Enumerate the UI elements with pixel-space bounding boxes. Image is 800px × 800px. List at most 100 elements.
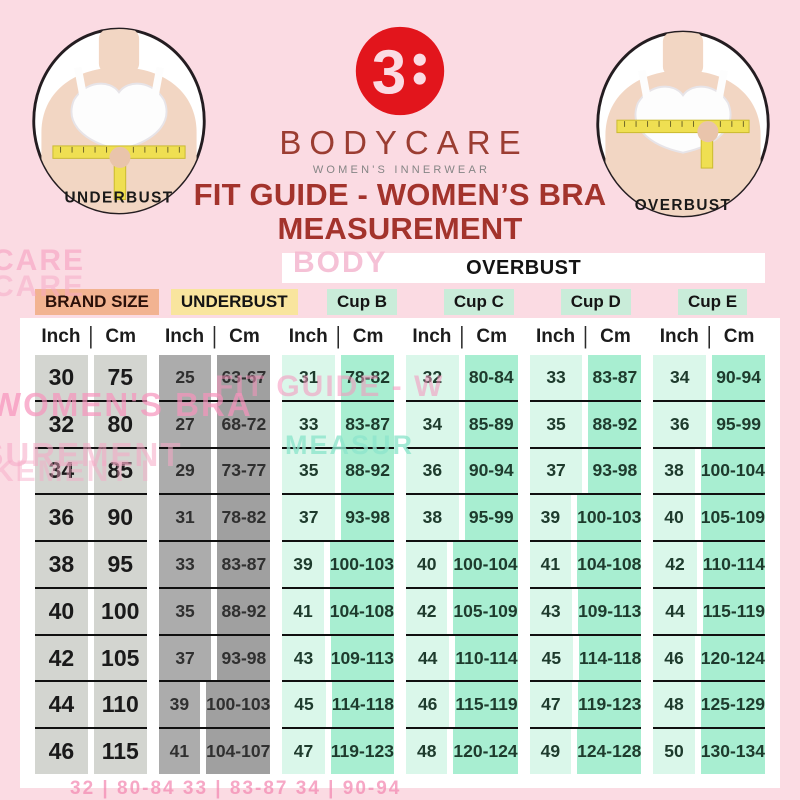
underbust-circle-label: UNDERBUST bbox=[64, 189, 173, 206]
unit-inch-label: Inch bbox=[659, 325, 699, 347]
brand-cm-value: 80 bbox=[93, 401, 147, 447]
table-row-cup_e-5: 42 110-114 bbox=[653, 542, 765, 589]
cup_c-inch-value: 32 bbox=[405, 355, 459, 400]
group-column-cup_e: 34 90-94 36 95-99 38 100-104 40 105-109 42 110-11… bbox=[653, 355, 765, 775]
brand-cm-value: 85 bbox=[93, 448, 147, 494]
cup_e-cm-value: 105-109 bbox=[700, 495, 765, 541]
cup_b-inch-value: 33 bbox=[282, 401, 336, 447]
chip-cell-cup_c: Cup C bbox=[426, 288, 531, 316]
table-row-brand-5: 38 95 bbox=[35, 542, 147, 589]
column-header-brand: BRAND SIZE bbox=[35, 289, 159, 315]
table-row-cup_e-7: 46 120-124 bbox=[653, 635, 765, 683]
cup_d-cm-value: 83-87 bbox=[588, 355, 642, 400]
cup_b-inch-value: 43 bbox=[282, 635, 325, 681]
unit-header-cup_b: Inch | Cm bbox=[282, 323, 394, 349]
unit-header-cup_c: Inch | Cm bbox=[406, 323, 518, 349]
underbust-inch-value: 39 bbox=[158, 682, 201, 728]
overbust-photo-circle: OVERBUST bbox=[592, 23, 774, 230]
cup_b-cm-value: 109-113 bbox=[330, 635, 394, 681]
cup_e-cm-value: 110-114 bbox=[702, 542, 765, 587]
brand-inch-value: 44 bbox=[35, 682, 88, 728]
table-row-cup_d-2: 35 88-92 bbox=[529, 401, 642, 449]
table-row-brand-4: 36 90 bbox=[35, 495, 147, 543]
table-row-cup_b-1: 31 78-82 bbox=[282, 355, 394, 402]
bodycare-logo-icon: 3 bbox=[355, 26, 445, 116]
cup_d-cm-value: 100-103 bbox=[577, 495, 642, 541]
cup_d-cm-value: 119-123 bbox=[578, 682, 642, 728]
table-row-cup_c-8: 46 115-119 bbox=[405, 682, 518, 730]
chip-cell-cup_b: Cup B bbox=[310, 288, 415, 316]
table-row-cup_c-3: 36 90-94 bbox=[405, 448, 518, 496]
brand-inch-value: 30 bbox=[35, 355, 88, 400]
cup_c-inch-value: 46 bbox=[405, 682, 450, 728]
cup_d-cm-value: 104-108 bbox=[577, 542, 642, 587]
overbust-banner-row: OVERBUST bbox=[35, 253, 765, 283]
table-row-brand-6: 40 100 bbox=[35, 588, 147, 636]
brand-logo-block: 3 BODYCARE WOMEN'S INNERWEAR bbox=[0, 24, 800, 176]
cup_c-cm-value: 85-89 bbox=[464, 401, 518, 447]
brand-inch-value: 34 bbox=[35, 448, 88, 494]
table-row-underbust-5: 33 83-87 bbox=[158, 542, 271, 589]
table-row-cup_c-2: 34 85-89 bbox=[405, 401, 518, 449]
group-column-cup_c: 32 80-84 34 85-89 36 90-94 38 95-99 40 100-104 42 1… bbox=[405, 355, 518, 775]
brand-cm-value: 100 bbox=[93, 588, 147, 634]
overbust-illustration: OVERBUST bbox=[596, 30, 770, 218]
underbust-cm-value: 63-67 bbox=[217, 355, 271, 400]
brand-cm-value: 90 bbox=[93, 495, 147, 541]
table-row-cup_b-3: 35 88-92 bbox=[282, 448, 394, 496]
brand-inch-value: 38 bbox=[35, 542, 88, 587]
table-row-brand-2: 32 80 bbox=[35, 401, 147, 449]
underbust-photo-circle: UNDERBUST bbox=[28, 20, 210, 227]
unit-inch-label: Inch bbox=[536, 325, 576, 347]
brand-inch-value: 40 bbox=[35, 588, 88, 634]
cup_e-inch-value: 44 bbox=[653, 588, 697, 634]
table-row-cup_d-1: 33 83-87 bbox=[529, 355, 642, 402]
unit-header-cup_d: Inch | Cm bbox=[530, 322, 642, 349]
group-column-underbust: 25 63-67 27 68-72 29 73-77 31 78-82 33 83-87 35 88-… bbox=[158, 355, 271, 775]
table-row-underbust-8: 39 100-103 bbox=[158, 682, 271, 730]
table-row-cup_e-6: 44 115-119 bbox=[653, 588, 765, 636]
underbust-inch-value: 37 bbox=[158, 635, 212, 681]
table-row-brand-7: 42 105 bbox=[35, 635, 147, 683]
cup_c-cm-value: 90-94 bbox=[464, 448, 518, 494]
table-row-cup_b-9: 47 119-123 bbox=[282, 729, 394, 775]
table-row-cup_b-8: 45 114-118 bbox=[282, 682, 394, 730]
group-column-brand: 30 75 32 80 34 85 36 90 38 95 40 100 42 105 44 110 46 115 bbox=[35, 355, 147, 775]
cup_d-cm-value: 88-92 bbox=[588, 401, 642, 447]
cup_b-cm-value: 78-82 bbox=[341, 355, 394, 400]
cup_b-cm-value: 119-123 bbox=[330, 729, 394, 775]
cup_c-inch-value: 42 bbox=[405, 588, 448, 634]
cup_d-cm-value: 93-98 bbox=[588, 448, 642, 494]
table-row-cup_c-7: 44 110-114 bbox=[405, 635, 518, 683]
chip-cell-underbust: UNDERBUST bbox=[170, 288, 298, 316]
table-row-underbust-3: 29 73-77 bbox=[158, 448, 271, 496]
underbust-inch-value: 33 bbox=[158, 542, 212, 587]
cup_c-cm-value: 80-84 bbox=[464, 355, 518, 400]
unit-inch-label: Inch bbox=[165, 325, 205, 347]
table-row-cup_c-1: 32 80-84 bbox=[405, 355, 518, 402]
cup_e-cm-value: 95-99 bbox=[712, 401, 765, 447]
table-row-cup_d-3: 37 93-98 bbox=[529, 448, 642, 496]
brand-tagline: WOMEN'S INNERWEAR bbox=[312, 164, 491, 176]
cup_e-inch-value: 36 bbox=[653, 401, 707, 447]
underbust-inch-value: 35 bbox=[158, 588, 212, 634]
column-header-cup_e: Cup E bbox=[678, 289, 748, 315]
cup_d-inch-value: 45 bbox=[529, 635, 574, 681]
underbust-cm-value: 73-77 bbox=[217, 448, 271, 494]
cup_e-cm-value: 120-124 bbox=[700, 635, 765, 681]
unit-cm-label: Cm bbox=[229, 325, 260, 347]
cup_d-inch-value: 41 bbox=[529, 542, 572, 587]
table-row-cup_c-6: 42 105-109 bbox=[405, 588, 518, 636]
cup_b-inch-value: 35 bbox=[282, 448, 336, 494]
column-header-cup_c: Cup C bbox=[443, 289, 514, 315]
cup_d-cm-value: 109-113 bbox=[578, 588, 642, 634]
overbust-circle-label: OVERBUST bbox=[635, 197, 732, 214]
unit-inch-label: Inch bbox=[288, 325, 328, 347]
cup_e-inch-value: 50 bbox=[653, 729, 695, 775]
cup_c-inch-value: 38 bbox=[405, 495, 459, 541]
cup_d-inch-value: 47 bbox=[529, 682, 573, 728]
unit-divider: | bbox=[583, 322, 588, 349]
table-row-underbust-2: 27 68-72 bbox=[158, 401, 271, 449]
cup_e-cm-value: 100-104 bbox=[700, 448, 765, 494]
